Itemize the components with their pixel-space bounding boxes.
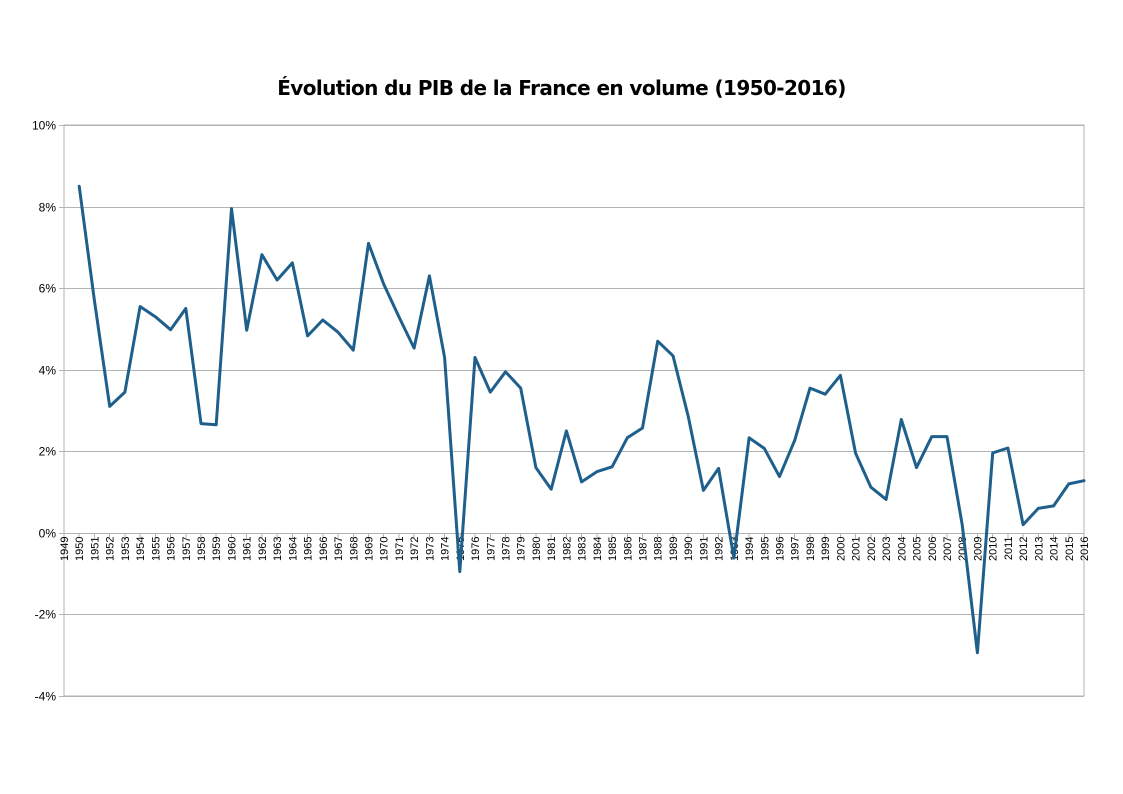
x-tick-label: 1959 [211,537,223,561]
x-tick-label: 1967 [333,537,345,561]
x-tick-label: 1955 [150,537,162,561]
x-tick-label: 2001 [851,537,863,561]
x-tick-label: 1966 [318,537,330,561]
x-tick-label: 2011 [1003,537,1015,561]
y-tick-label: 4% [39,364,57,378]
x-tick-label: 1990 [683,537,695,561]
y-tick-label: 8% [39,201,57,215]
x-tick-label: 1953 [120,537,132,561]
x-tick-label: 1996 [775,537,787,561]
x-tick-label: 1963 [272,537,284,561]
grid-lines [64,125,1084,697]
y-tick-label: 10% [32,119,56,133]
x-tick-label: 1985 [607,537,619,561]
x-tick-label: 2002 [866,537,878,561]
x-tick-label: 1979 [516,537,528,561]
x-tick-label: 1997 [790,537,802,561]
chart-title: Évolution du PIB de la France en volume … [277,76,846,100]
x-tick-label: 1971 [394,537,406,561]
x-axis: 1949 1950 1951 1952 1953 1954 1955 1956 1957 1958… [59,533,1091,561]
x-tick-label: 2004 [896,537,908,561]
x-tick-label: 1982 [561,537,573,561]
x-tick-label: 1968 [348,537,360,561]
y-axis: -4% -2% 0% 2% 4% 6% 8% 10% [32,119,64,704]
x-tick-label: 1962 [257,537,269,561]
x-tick-label: 2013 [1033,537,1045,561]
x-tick-label: 2003 [881,537,893,561]
x-tick-label: 1961 [242,537,254,561]
x-tick-label: 1949 [59,537,71,561]
x-tick-label: 1999 [820,537,832,561]
series-group [77,184,1086,655]
x-tick-label: 1960 [226,537,238,561]
x-tick-label: 1992 [714,537,726,561]
x-tick-label: 1995 [759,537,771,561]
x-tick-label: 1954 [135,537,147,561]
x-tick-label: 1998 [805,537,817,561]
x-tick-label: 2007 [942,537,954,561]
x-tick-label: 2016 [1079,537,1091,561]
series-line [77,184,1086,655]
x-tick-label: 1952 [105,537,117,561]
x-tick-label: 1977 [485,537,497,561]
x-tick-label: 1987 [638,537,650,561]
x-tick-label: 1983 [577,537,589,561]
x-tick-label: 1958 [196,537,208,561]
x-tick-label: 2014 [1049,537,1061,561]
x-tick-label: 2012 [1018,537,1030,561]
x-tick-label: 2009 [972,537,984,561]
y-tick-label: -2% [35,608,57,622]
x-tick-label: 1994 [744,537,756,561]
x-tick-label: 2005 [912,537,924,561]
x-tick-label: 1957 [181,537,193,561]
y-tick-label: 2% [39,445,57,459]
x-tick-label: 1989 [668,537,680,561]
x-tick-label: 1988 [653,537,665,561]
x-tick-label: 1950 [74,537,86,561]
x-tick-label: 1956 [166,537,178,561]
x-tick-label: 2000 [835,537,847,561]
x-tick-label: 1986 [622,537,634,561]
x-tick-label: 1991 [698,537,710,561]
x-tick-label: 1980 [531,537,543,561]
y-tick-label: 6% [39,282,57,296]
x-tick-label: 1974 [440,537,452,561]
x-tick-label: 2006 [927,537,939,561]
x-tick-label: 1978 [500,537,512,561]
y-tick-label: 0% [39,527,57,541]
x-tick-label: 1965 [303,537,315,561]
x-tick-label: 1984 [592,537,604,561]
x-tick-label: 1973 [424,537,436,561]
x-tick-label: 2015 [1064,537,1076,561]
x-tick-label: 2010 [988,537,1000,561]
x-tick-label: 1981 [546,537,558,561]
x-tick-label: 1970 [379,537,391,561]
x-tick-label: 1972 [409,537,421,561]
x-tick-label: 1969 [363,537,375,561]
x-tick-label: 1951 [89,537,101,561]
x-tick-label: 1976 [470,537,482,561]
x-tick-label: 1964 [287,537,299,561]
y-tick-label: -4% [35,690,57,704]
